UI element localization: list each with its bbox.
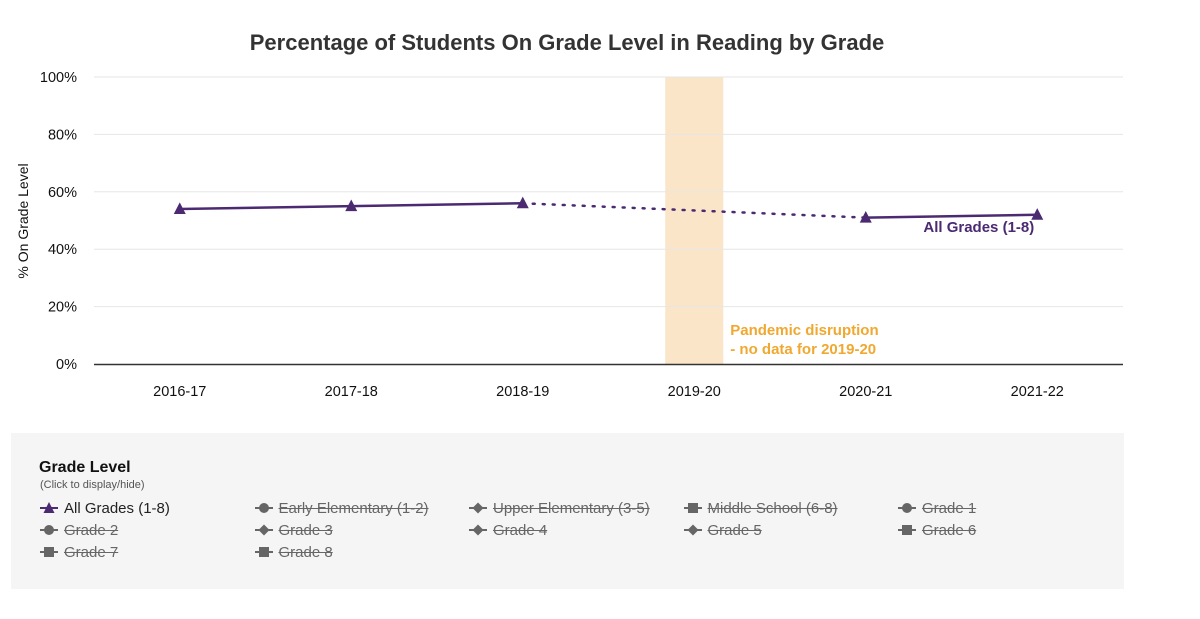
legend-item-label: Grade 3 [278, 521, 333, 539]
data-point-triangle [516, 196, 529, 209]
legend-item-label: Grade 4 [493, 521, 548, 539]
legend-item-label: Grade 8 [278, 543, 333, 561]
circle-marker-icon [40, 525, 58, 535]
legend-item[interactable]: Grade 8 [254, 541, 333, 563]
y-tick-label: 60% [48, 185, 77, 201]
legend-item[interactable]: Grade 3 [254, 519, 333, 541]
legend-item-label: All Grades (1-8) [64, 499, 170, 517]
triangle-marker-icon [40, 502, 58, 513]
pandemic-band [665, 77, 724, 364]
legend-item[interactable]: Grade 2 [39, 519, 118, 541]
legend-item[interactable]: Grade 7 [39, 541, 118, 563]
circle-marker-icon [254, 503, 273, 513]
diamond-marker-icon [469, 524, 487, 536]
legend-item-label: Grade 5 [707, 521, 762, 539]
y-tick-label: 100% [40, 70, 77, 86]
line-chart: Percentage of Students On Grade Level in… [15, 30, 1123, 400]
annotation-line-2: - no data for 2019-20 [730, 341, 876, 358]
annotation-band-layer [665, 77, 724, 364]
data-point-triangle [859, 211, 872, 223]
data-point-triangle [345, 199, 358, 212]
y-tick-label: 0% [56, 357, 77, 373]
legend-item[interactable]: Early Elementary (1-2) [254, 497, 429, 519]
diamond-marker-icon [254, 524, 273, 536]
diamond-marker-icon [469, 502, 487, 514]
y-tick-label: 80% [48, 127, 77, 143]
y-axis-label: % On Grade Level [15, 163, 31, 278]
legend-item[interactable]: All Grades (1-8) [39, 497, 170, 519]
x-tick-label: 2020-21 [839, 384, 892, 400]
series-line-segment [865, 213, 1038, 219]
annotation-line-1: Pandemic disruption [730, 322, 878, 339]
legend-subtitle: (Click to display/hide) [40, 479, 145, 491]
legend-item[interactable]: Grade 1 [897, 497, 976, 519]
x-tick-label: 2017-18 [325, 384, 378, 400]
legend-item[interactable]: Grade 6 [897, 519, 976, 541]
series-gap-dotted-line [521, 202, 867, 219]
legend-item-label: Grade 6 [922, 521, 977, 539]
x-tick-label: 2016-17 [153, 384, 206, 400]
x-tick-label: 2021-22 [1011, 384, 1064, 400]
series-line-segment [351, 202, 523, 208]
legend-item-label: Grade 7 [64, 543, 119, 561]
legend-item-label: Upper Elementary (3-5) [493, 499, 650, 517]
square-marker-icon [254, 547, 273, 557]
circle-marker-icon [898, 503, 916, 513]
chart-title: Percentage of Students On Grade Level in… [250, 30, 885, 55]
series-label: All Grades (1-8) [923, 219, 1034, 236]
data-point-triangle [173, 202, 186, 214]
legend-panel: Grade Level (Click to display/hide) All … [11, 433, 1124, 589]
legend-item-label: Grade 1 [922, 499, 977, 517]
y-tick-label: 20% [48, 300, 77, 316]
series-layer [173, 196, 1044, 223]
legend-title: Grade Level [39, 459, 131, 476]
legend-item-label: Early Elementary (1-2) [278, 499, 429, 517]
gridlines: 0% 20% 40% 60% 80% 100% [40, 70, 1123, 373]
y-tick-label: 40% [48, 242, 77, 258]
data-point-triangle [1031, 208, 1044, 220]
series-line-segment [179, 204, 352, 211]
legend-item[interactable]: Upper Elementary (3-5) [468, 497, 650, 519]
label-layer: Pandemic disruption - no data for 2019-20… [730, 219, 1034, 358]
diamond-marker-icon [683, 524, 702, 536]
legend-item[interactable]: Grade 4 [468, 519, 547, 541]
legend-item[interactable]: Middle School (6-8) [683, 497, 838, 519]
axes: 2016-17 2017-18 2018-19 2019-20 2020-21 2021-… [94, 363, 1123, 400]
x-tick-label: 2018-19 [496, 384, 549, 400]
square-marker-icon [898, 525, 916, 535]
legend-item-label: Grade 2 [64, 521, 119, 539]
legend-item-label: Middle School (6-8) [707, 499, 838, 517]
legend-item[interactable]: Grade 5 [683, 519, 762, 541]
square-marker-icon [40, 547, 58, 557]
x-tick-label: 2019-20 [668, 384, 721, 400]
square-marker-icon [683, 503, 702, 513]
